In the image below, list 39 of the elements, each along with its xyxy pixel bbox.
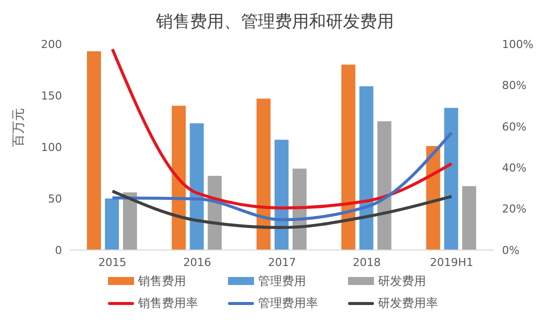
x-tick-label: 2016 [183, 256, 212, 269]
legend-label: 管理费用 [258, 272, 306, 290]
line-series [110, 190, 454, 230]
line-series [110, 48, 454, 210]
legend-label: 管理费用率 [258, 294, 318, 312]
bar [256, 98, 271, 250]
legend-label: 销售费用 [138, 272, 186, 290]
y-tick-label: 200 [41, 38, 62, 51]
bar [190, 123, 204, 250]
bar [444, 108, 458, 250]
legend-label: 研发费用率 [378, 294, 438, 312]
x-tick-label: 2017 [268, 256, 296, 269]
y2-tick-label: 20% [502, 202, 526, 216]
bar [274, 140, 289, 250]
y2-tick-label: 60% [502, 120, 526, 134]
bar [172, 106, 186, 250]
bar [104, 198, 119, 250]
y-axis-title: 百万元 [12, 108, 27, 147]
legend-label: 研发费用 [378, 272, 426, 290]
y2-tick-label: 80% [502, 79, 526, 92]
line-series [110, 131, 454, 222]
bar [341, 64, 356, 250]
y2-tick-label: 40% [502, 162, 526, 175]
bar [359, 86, 374, 250]
y-tick-label: 100 [41, 140, 62, 154]
legend-label: 销售费用率 [138, 294, 198, 312]
chart-title: 销售费用、管理费用和研发费用 [155, 11, 395, 34]
bar [462, 186, 476, 250]
bar [122, 192, 137, 250]
y-tick-label: 50 [48, 192, 62, 206]
x-tick-label: 2015 [98, 256, 126, 269]
y2-tick-label: 0% [502, 244, 520, 257]
y-tick-label: 0 [55, 244, 62, 257]
x-tick-label: 2018 [352, 256, 381, 269]
bar [86, 51, 101, 250]
x-tick-label: 2019H1 [430, 256, 474, 269]
y-tick-label: 150 [41, 89, 62, 102]
y2-tick-label: 100% [502, 38, 534, 51]
bar [377, 121, 392, 250]
